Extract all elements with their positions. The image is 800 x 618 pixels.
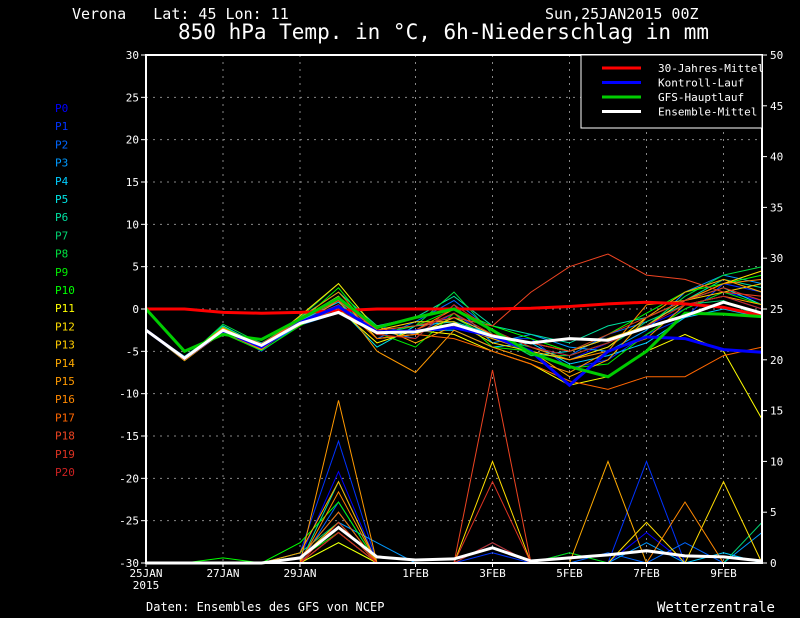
y-right-tick-label: 30 [770,252,783,265]
y-right-tick-label: 15 [770,405,783,418]
member-label-p18: P18 [55,430,75,443]
y-left-tick-label: 0 [132,303,139,316]
member-label-p16: P16 [55,393,75,406]
member-label-p12: P12 [55,320,75,333]
y-right-tick-label: 45 [770,100,783,113]
member-label-p0: P0 [55,102,68,115]
precip-line-p0 [146,470,762,564]
precip-line-p16 [146,490,762,564]
member-label-p7: P7 [55,229,68,242]
location-label: Verona Lat: 45 Lon: 11 [72,5,289,23]
x-tick-label: 29JAN [283,567,316,580]
member-label-p11: P11 [55,302,75,315]
source-label: Daten: Ensembles des GFS von NCEP [146,600,384,614]
member-label-p17: P17 [55,411,75,424]
y-right-tick-label: 35 [770,201,783,214]
precip-line-p18 [146,369,762,564]
y-left-tick-label: 5 [132,261,139,274]
y-left-tick-label: -15 [119,430,139,443]
y-right-tick-label: 50 [770,49,783,62]
member-label-p4: P4 [55,175,69,188]
y-left-tick-label: 25 [126,91,139,104]
y-left-tick-label: -25 [119,515,139,528]
member-label-p3: P3 [55,157,68,170]
chart-title: 850 hPa Temp. in °C, 6h-Niederschlag in … [178,20,709,44]
x-tick-sublabel: 2015 [133,579,160,592]
y-right-tick-label: 0 [770,557,777,570]
precip-line-p3 [146,521,763,564]
precip-line-p14 [146,459,762,564]
member-label-p2: P2 [55,138,68,151]
y-right-tick-label: 20 [770,354,783,367]
precip-line-p15 [146,400,762,564]
precip-line-p1 [146,439,762,564]
y-left-tick-label: -5 [126,345,139,358]
temp-line-p18 [145,253,763,358]
run-time-label: Sun,25JAN2015 00Z [545,5,699,23]
member-label-p6: P6 [55,211,68,224]
y-right-tick-label: 25 [770,303,783,316]
member-label-p15: P15 [55,375,75,388]
member-labels: P0 P1 P2 P3 P4 P5 P6 P7 P8 P9 P10 P11 P12 P13 P14 P15 P1… [55,102,75,479]
legend-label: Ensemble-Mittel [658,106,757,119]
precip-line-p7 [146,521,763,564]
member-label-p5: P5 [55,193,68,206]
member-label-p10: P10 [55,284,75,297]
y-left-tick-label: 30 [126,49,139,62]
legend-label: 30-Jahres-Mittel [658,62,764,75]
y-right-tick-label: 10 [770,455,783,468]
member-label-p19: P19 [55,448,75,461]
member-label-p13: P13 [55,339,75,352]
x-tick-label: 27JAN [206,567,239,580]
legend-label: GFS-Hauptlauf [658,91,744,104]
temp-line-p17 [145,304,763,390]
member-label-p9: P9 [55,266,68,279]
y-left-tick-label: 20 [126,134,139,147]
x-tick-label: 9FEB [710,567,737,580]
legend-label: Kontroll-Lauf [658,77,744,90]
y-left-tick-label: -10 [119,388,139,401]
precip-line-p12 [146,459,763,564]
main-lines [144,296,763,565]
member-label-p8: P8 [55,248,68,261]
brand-label: Wetterzentrale [657,600,775,616]
mean-precip-line [146,525,763,565]
member-label-p20: P20 [55,466,75,479]
y-left-tick-label: -20 [119,472,139,485]
x-tick-label: 5FEB [556,567,583,580]
x-tick-label: 25JAN [129,567,162,580]
y-left-tick-label: 15 [126,176,139,189]
precip-lines [146,369,763,564]
y-left-tick-label: -30 [119,557,139,570]
y-right-tick-label: 40 [770,151,783,164]
x-tick-label: 3FEB [479,567,506,580]
x-tick-label: 1FEB [402,567,429,580]
x-tick-label: 7FEB [633,567,660,580]
precip-line-p13 [146,521,762,564]
y-right-tick-label: 5 [770,506,777,519]
legend: 30-Jahres-Mittel Kontroll-LaufGFS-Hauptla… [580,54,764,129]
axes: -30 -25 -20 -15 -10 -5 0 5 10 15 20 25 30 0 5 10 15 20 25 3… [119,49,783,592]
member-label-p1: P1 [55,120,68,133]
member-label-p14: P14 [55,357,75,370]
gfs-main-run-line [144,296,763,379]
y-left-tick-label: 10 [126,218,139,231]
ensemble-mean-line [145,300,763,360]
